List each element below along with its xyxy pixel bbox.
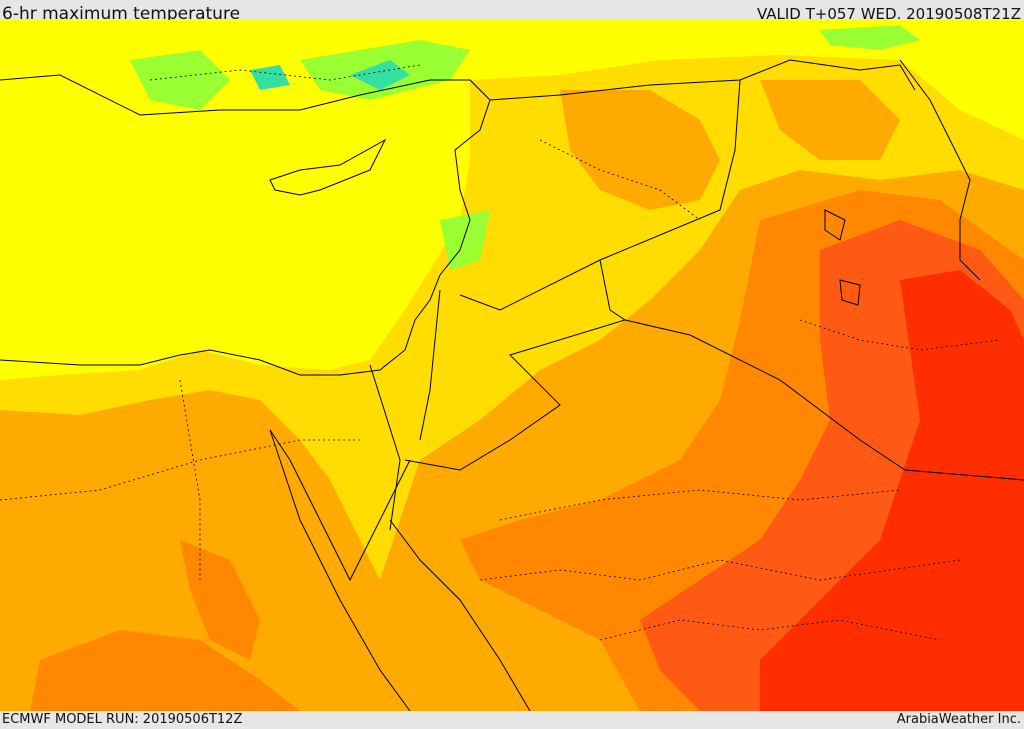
cyprus-outline xyxy=(269,138,387,196)
admin-line-8 xyxy=(179,379,201,580)
iran-border xyxy=(899,59,981,281)
cool-patch-4 xyxy=(820,25,920,50)
admin-line-1 xyxy=(0,439,360,501)
temp-patch-north2 xyxy=(760,80,900,160)
temp-patch-southwest xyxy=(30,630,300,711)
sinai-coast xyxy=(269,429,411,582)
cool-patch-3 xyxy=(350,60,410,90)
border-iraq-syria xyxy=(489,59,916,101)
admin-line-5 xyxy=(799,319,1001,351)
temperature-map xyxy=(0,20,1024,711)
border-syria-iraq-2 xyxy=(459,79,741,311)
border-egypt-israel xyxy=(369,364,401,531)
admin-line-6 xyxy=(149,64,421,81)
red-sea-coast-west xyxy=(269,429,411,711)
coastline-north xyxy=(0,74,491,376)
cool-patch-1 xyxy=(130,50,230,110)
border-jordan-saudi xyxy=(404,259,627,471)
cool-patch-5 xyxy=(440,210,490,270)
red-sea-coast-east xyxy=(389,519,531,711)
footer-bar xyxy=(0,711,1024,729)
admin-line-2 xyxy=(499,489,901,521)
lake-outline-2 xyxy=(839,279,861,306)
admin-line-4 xyxy=(539,139,701,221)
temp-zone-red xyxy=(760,270,1024,711)
header-bar xyxy=(0,0,1024,20)
model-run-label: ECMWF MODEL RUN: 20190506T12Z xyxy=(2,712,243,727)
map-title: 6-hr maximum temperature xyxy=(2,4,241,24)
credit-label: ArabiaWeather Inc. xyxy=(896,712,1021,727)
jordan-river xyxy=(419,289,441,441)
cool-patch-6 xyxy=(250,65,290,90)
border-iraq-saudi xyxy=(624,319,1024,481)
valid-time: VALID T+057 WED. 20190508T21Z xyxy=(756,5,1021,23)
temp-patch-north xyxy=(560,90,720,210)
lake-outline-1 xyxy=(824,209,846,241)
